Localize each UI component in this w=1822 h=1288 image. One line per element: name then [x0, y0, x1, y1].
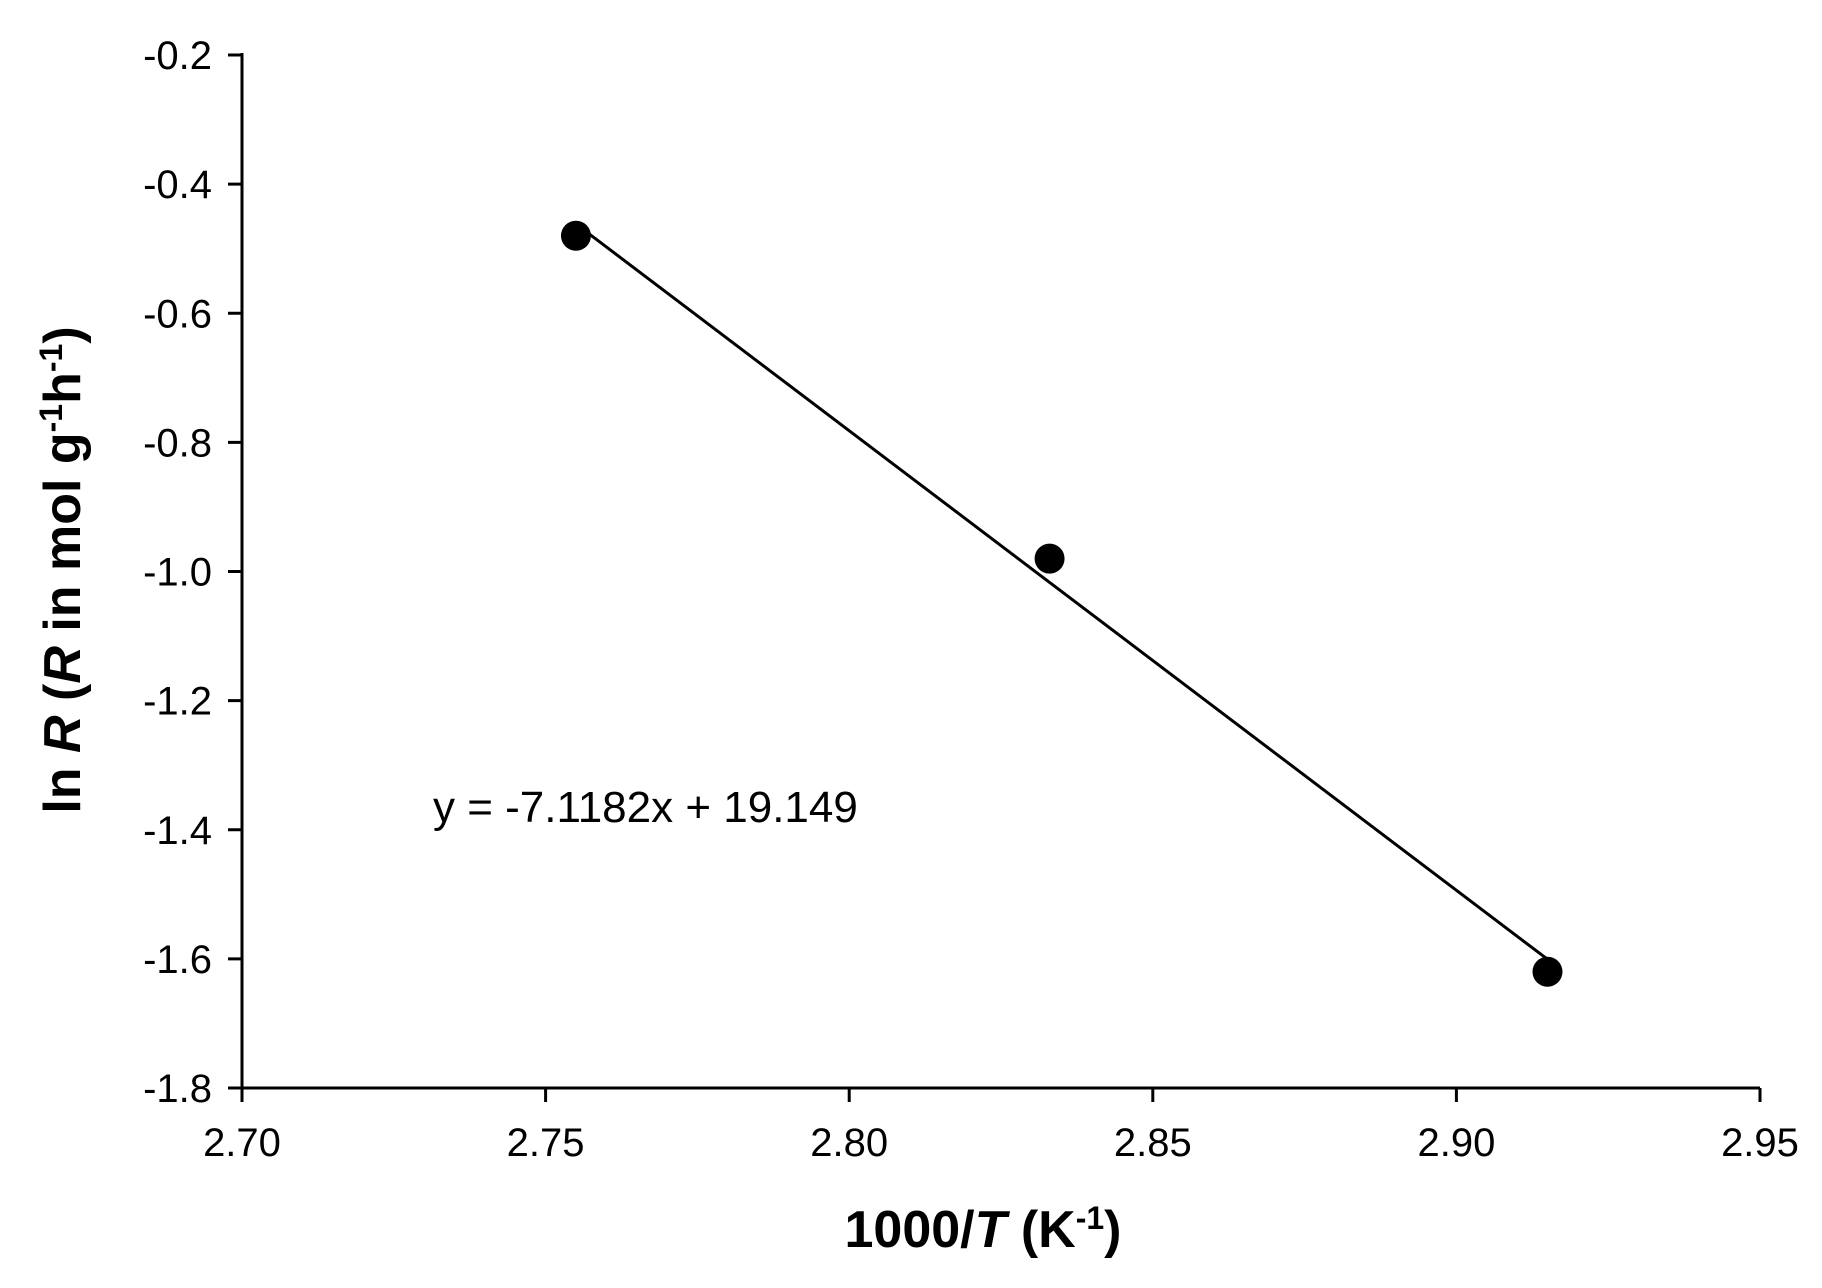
y-tick-labels: -0.2 -0.4 -0.6 -0.8 -1.0 -1.2 -1.4 -1.6 -1.8	[143, 34, 212, 1111]
y-tick-label: -0.6	[143, 292, 212, 336]
y-tick-label: -0.8	[143, 421, 212, 465]
y-tick-label: -0.4	[143, 163, 212, 207]
y-tick-label: -1.2	[143, 680, 212, 724]
x-axis-title: 1000/T (K-1)	[844, 1200, 1121, 1259]
data-point	[1532, 956, 1563, 987]
y-tick-label: -1.4	[143, 809, 212, 853]
x-tick-labels: 2.70 2.75 2.80 2.85 2.90 2.95	[203, 1121, 1799, 1165]
trendline-group	[575, 222, 1549, 961]
data-point	[1034, 543, 1065, 574]
trendline-equation: y = -7.1182x + 19.149	[433, 783, 858, 832]
data-point	[560, 220, 591, 251]
y-tick-label: -1.0	[143, 551, 212, 595]
data-points	[560, 220, 1563, 987]
y-tick-label: -1.8	[143, 1067, 212, 1111]
x-tick-label: 2.80	[810, 1121, 888, 1165]
y-tick-label: -1.6	[143, 938, 212, 982]
x-tick-label: 2.90	[1417, 1121, 1495, 1165]
y-tick-label: -0.2	[143, 34, 212, 78]
axes	[228, 53, 1762, 1102]
y-axis-title: ln R (R in mol g-1h-1)	[33, 326, 92, 813]
x-tick-label: 2.95	[1721, 1121, 1799, 1165]
x-tick-label: 2.70	[203, 1121, 281, 1165]
trendline	[575, 222, 1549, 961]
x-tick-label: 2.85	[1114, 1121, 1192, 1165]
x-tick-label: 2.75	[507, 1121, 585, 1165]
